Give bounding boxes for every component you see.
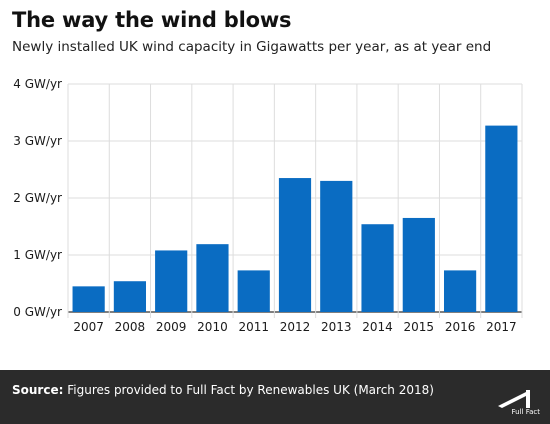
source-note: Source: Figures provided to Full Fact by…	[12, 383, 434, 397]
x-tick-label: 2014	[362, 320, 393, 334]
bar-chart: 0 GW/yr 1 GW/yr 2 GW/yr 3 GW/yr 4 GW/yr 2007…	[13, 77, 523, 334]
y-tick-label: 3 GW/yr	[13, 134, 62, 148]
bar-2011	[237, 270, 270, 312]
bar-2017	[485, 125, 518, 312]
full-fact-logo-icon	[498, 390, 530, 408]
source-text: Figures provided to Full Fact by Renewab…	[67, 383, 434, 397]
bar-2010	[196, 244, 229, 312]
y-tick-label: 1 GW/yr	[13, 248, 62, 262]
x-tick-label: 2013	[321, 320, 352, 334]
x-tick-label: 2008	[115, 320, 146, 334]
bar-2013	[320, 180, 353, 312]
x-tick-label: 2012	[280, 320, 311, 334]
bar-2009	[155, 250, 188, 312]
y-tick-label: 4 GW/yr	[13, 77, 62, 91]
x-tick-label: 2011	[238, 320, 269, 334]
footer: Source: Figures provided to Full Fact by…	[0, 370, 550, 424]
y-tick-label: 2 GW/yr	[13, 191, 62, 205]
y-axis-ticks: 0 GW/yr 1 GW/yr 2 GW/yr 3 GW/yr 4 GW/yr	[13, 77, 62, 319]
x-tick-label: 2007	[73, 320, 104, 334]
chart-subtitle: Newly installed UK wind capacity in Giga…	[12, 39, 492, 55]
y-tick-label: 0 GW/yr	[13, 305, 62, 319]
bar-2016	[443, 270, 477, 312]
logo-text: Full Fact	[511, 408, 540, 416]
x-tick-label: 2009	[156, 320, 187, 334]
bar-2007	[72, 286, 105, 312]
x-tick-label: 2016	[445, 320, 476, 334]
bar-2015	[402, 217, 435, 312]
bar-2008	[113, 281, 147, 312]
chart-title: The way the wind blows	[12, 8, 292, 32]
bars	[72, 125, 518, 312]
source-label: Source:	[12, 383, 64, 397]
bar-2014	[361, 224, 394, 312]
x-axis-ticks: 2007 2008 2009 2010 2011 2012 2013 2014 2015 2016…	[73, 320, 516, 334]
x-tick-label: 2010	[197, 320, 228, 334]
x-tick-label: 2015	[404, 320, 435, 334]
bar-2012	[278, 178, 312, 312]
x-tick-label: 2017	[486, 320, 517, 334]
